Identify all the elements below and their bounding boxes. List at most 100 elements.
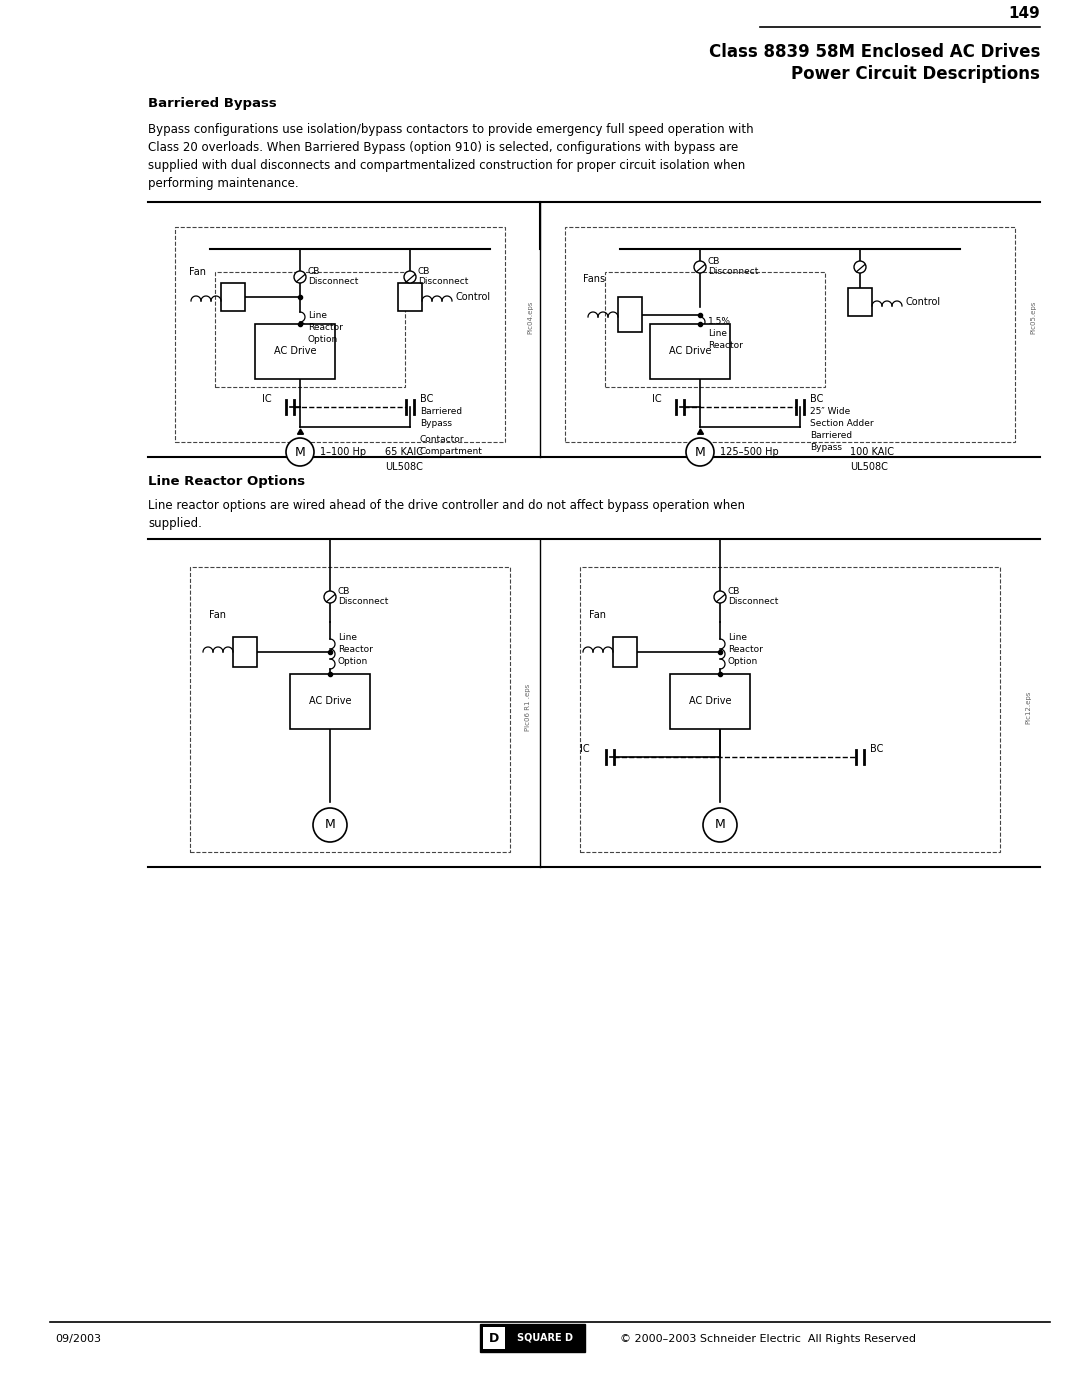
Text: 125–500 Hp: 125–500 Hp [720, 447, 779, 457]
Text: M: M [295, 446, 306, 458]
Text: © 2000–2003 Schneider Electric  All Rights Reserved: © 2000–2003 Schneider Electric All Right… [620, 1334, 916, 1344]
Bar [255, 324, 335, 379]
Text: Fan: Fan [189, 267, 205, 277]
Circle shape [703, 807, 737, 842]
Text: Fans: Fans [583, 274, 605, 284]
Bar [580, 567, 1000, 852]
Text: Power Circuit Descriptions: Power Circuit Descriptions [792, 66, 1040, 82]
Text: Compartment: Compartment [420, 447, 483, 455]
Text: SQUARE D: SQUARE D [517, 1333, 573, 1343]
Bar [618, 298, 642, 332]
Text: Bypass: Bypass [810, 443, 842, 451]
Text: Section Adder: Section Adder [810, 419, 874, 427]
Text: supplied.: supplied. [148, 517, 202, 531]
Bar [670, 673, 750, 729]
Text: AC Drive: AC Drive [689, 697, 731, 707]
Text: BC: BC [810, 394, 823, 404]
Text: UL508C: UL508C [384, 462, 423, 472]
Text: BC: BC [870, 745, 883, 754]
Text: 65 KAIC: 65 KAIC [384, 447, 423, 457]
Text: Bypass: Bypass [420, 419, 453, 427]
Text: Fan: Fan [208, 610, 226, 620]
Text: Class 8839 58M Enclosed AC Drives: Class 8839 58M Enclosed AC Drives [708, 43, 1040, 61]
Text: 25″ Wide: 25″ Wide [810, 407, 850, 415]
Circle shape [286, 439, 314, 467]
Text: Disconnect: Disconnect [708, 267, 758, 277]
Text: Reactor: Reactor [708, 341, 743, 351]
Text: Line reactor options are wired ahead of the drive controller and do not affect b: Line reactor options are wired ahead of … [148, 500, 745, 513]
Text: Line: Line [338, 633, 357, 641]
Text: M: M [325, 819, 336, 831]
Text: IC: IC [262, 394, 272, 404]
Text: BC: BC [420, 394, 433, 404]
Text: Plc12.eps: Plc12.eps [1025, 690, 1031, 724]
Text: Bypass configurations use isolation/bypass contactors to provide emergency full : Bypass configurations use isolation/bypa… [148, 123, 754, 136]
Text: Barriered: Barriered [420, 407, 462, 415]
Text: Disconnect: Disconnect [728, 598, 779, 606]
Bar [291, 673, 370, 729]
Circle shape [714, 591, 726, 604]
Text: Disconnect: Disconnect [418, 278, 469, 286]
Circle shape [854, 261, 866, 272]
Text: 1.5%: 1.5% [708, 317, 731, 327]
Text: Option: Option [728, 657, 758, 665]
Text: IC: IC [580, 745, 590, 754]
Text: Plc04.eps: Plc04.eps [527, 300, 534, 334]
Text: Control: Control [906, 298, 941, 307]
Text: Option: Option [338, 657, 368, 665]
Text: 09/2003: 09/2003 [55, 1334, 102, 1344]
Text: Line Reactor Options: Line Reactor Options [148, 475, 306, 489]
Text: 149: 149 [1009, 6, 1040, 21]
Text: CB: CB [418, 267, 430, 275]
Bar [605, 272, 825, 387]
Circle shape [404, 271, 416, 284]
Text: UL508C: UL508C [850, 462, 888, 472]
Text: Reactor: Reactor [728, 644, 762, 654]
Text: 100 KAIC: 100 KAIC [850, 447, 894, 457]
Text: Reactor: Reactor [338, 644, 373, 654]
Text: AC Drive: AC Drive [669, 346, 712, 356]
Text: Disconnect: Disconnect [338, 598, 389, 606]
Text: Fan: Fan [589, 610, 606, 620]
Text: Contactor: Contactor [420, 434, 464, 443]
Text: AC Drive: AC Drive [273, 346, 316, 356]
Bar [215, 272, 405, 387]
Text: Plc05.eps: Plc05.eps [1030, 300, 1036, 334]
Text: 1–100 Hp: 1–100 Hp [320, 447, 366, 457]
Text: Barriered Bypass: Barriered Bypass [148, 98, 276, 110]
Text: Disconnect: Disconnect [308, 278, 359, 286]
Text: Class 20 overloads. When Barriered Bypass (option 910) is selected, configuratio: Class 20 overloads. When Barriered Bypas… [148, 141, 739, 154]
Circle shape [686, 439, 714, 467]
Text: supplied with dual disconnects and compartmentalized construction for proper cir: supplied with dual disconnects and compa… [148, 158, 745, 172]
Text: Plc06 R1 .eps: Plc06 R1 .eps [525, 683, 531, 731]
Text: CB: CB [708, 257, 720, 265]
Bar [190, 567, 510, 852]
Bar [175, 226, 505, 441]
Text: D: D [489, 1331, 499, 1344]
Text: Barriered: Barriered [810, 430, 852, 440]
Text: Line: Line [728, 633, 747, 641]
Bar [650, 324, 730, 379]
Text: performing maintenance.: performing maintenance. [148, 176, 299, 190]
Text: M: M [715, 819, 726, 831]
Circle shape [694, 261, 706, 272]
Bar [399, 284, 422, 312]
Bar [613, 637, 637, 666]
Text: Control: Control [456, 292, 491, 302]
Bar [483, 1327, 505, 1350]
Text: CB: CB [338, 587, 350, 595]
Circle shape [324, 591, 336, 604]
Text: M: M [694, 446, 705, 458]
Circle shape [294, 271, 306, 284]
Text: Option: Option [308, 334, 338, 344]
Bar [480, 1324, 585, 1352]
Bar [221, 284, 245, 312]
Text: IC: IC [652, 394, 662, 404]
Text: Line: Line [708, 330, 727, 338]
Bar [565, 226, 1015, 441]
Text: CB: CB [308, 267, 321, 275]
Bar [848, 288, 872, 316]
Text: Line: Line [308, 310, 327, 320]
Text: AC Drive: AC Drive [309, 697, 351, 707]
Text: Reactor: Reactor [308, 323, 342, 331]
